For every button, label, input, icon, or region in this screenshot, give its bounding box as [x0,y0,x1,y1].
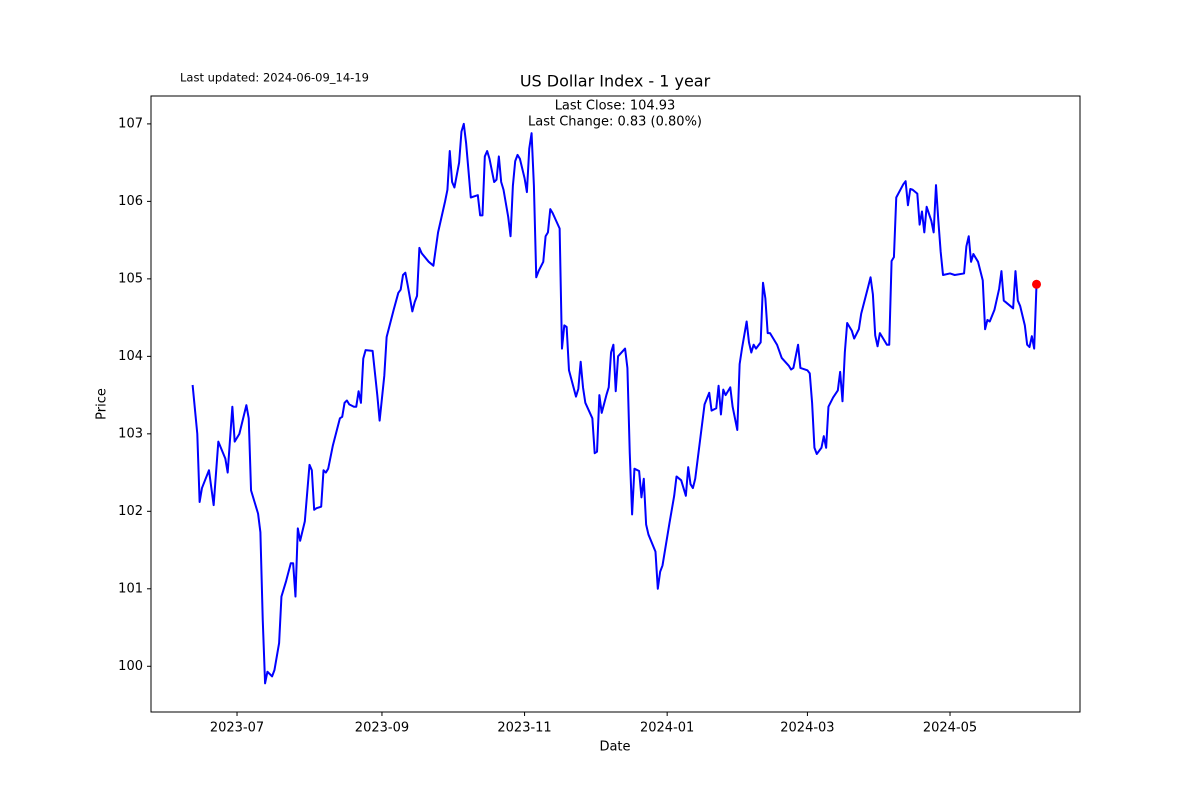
x-tick-label: 2024-05 [923,721,977,736]
y-tick-label: 105 [118,271,143,286]
subtitle: Last updated: 2024-06-09_14-19 [180,71,369,85]
x-tick-label: 2023-09 [355,721,409,736]
y-axis-label: Price [95,388,110,420]
plot-frame [150,95,1081,713]
y-tick-label: 107 [118,116,143,131]
chart-title: US Dollar Index - 1 year [520,72,711,91]
x-axis-label: Date [599,740,630,755]
y-tick-label: 101 [118,581,143,596]
y-tick-label: 104 [118,349,143,364]
x-tick-label: 2023-07 [210,721,264,736]
last-point-marker [1032,279,1042,289]
price-line [191,122,1038,685]
y-tick-label: 103 [118,426,143,441]
y-tick-label: 102 [118,504,143,519]
annotation: Last Change: 0.83 (0.80%) [528,115,702,130]
y-tick-label: 100 [118,659,143,674]
y-tick-label: 106 [118,194,143,209]
x-tick-label: 2023-11 [497,721,551,736]
annotation: Last Close: 104.93 [555,99,676,114]
x-tick-label: 2024-03 [780,721,834,736]
x-tick-label: 2024-01 [640,721,694,736]
